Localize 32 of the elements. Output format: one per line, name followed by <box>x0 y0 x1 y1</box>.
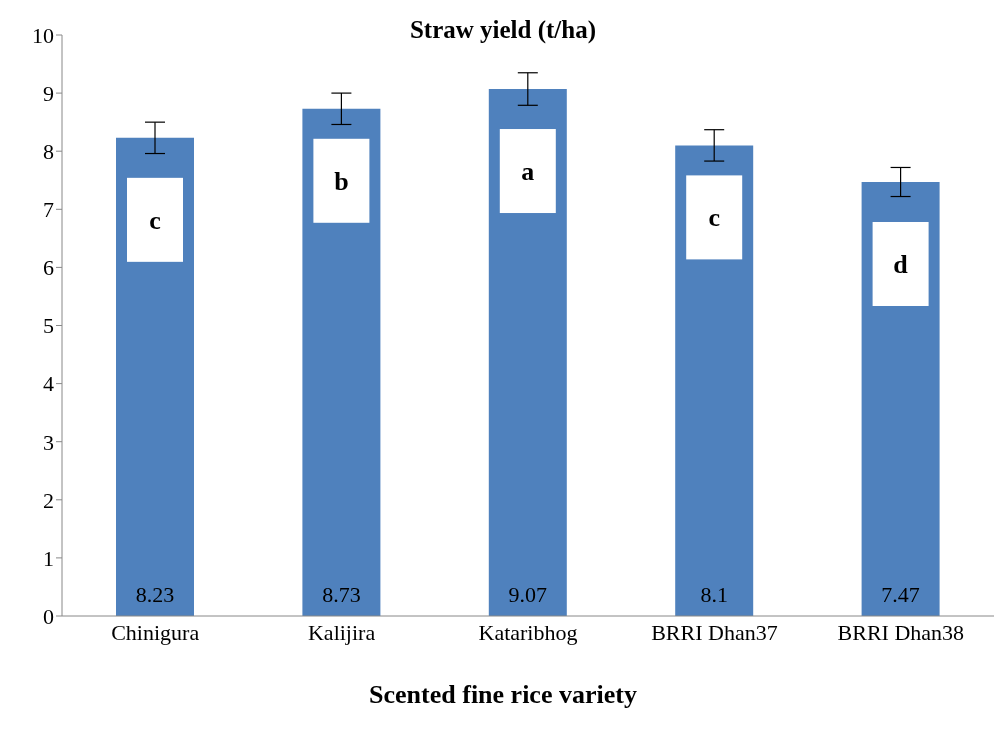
y-tick-label: 3 <box>43 429 54 455</box>
annotation: c <box>708 203 720 233</box>
x-tick-label: BRRI Dhan37 <box>651 619 778 645</box>
data-label: 7.47 <box>881 582 920 607</box>
bar <box>302 108 381 616</box>
bar <box>116 137 194 616</box>
data-label: 8.73 <box>322 582 361 607</box>
data-label: 9.07 <box>508 582 548 607</box>
x-tick-label: BRRI Dhan38 <box>837 619 965 645</box>
y-tick-label: 10 <box>32 22 54 48</box>
y-tick-label: 0 <box>43 603 54 629</box>
y-tick-label: 6 <box>43 255 54 281</box>
y-tick-label: 2 <box>43 487 54 513</box>
x-tick-label: Chinigura <box>111 619 200 645</box>
data-label: 8.23 <box>135 582 175 607</box>
y-tick-label: 5 <box>43 313 54 339</box>
annotation: d <box>893 249 909 279</box>
x-axis-title: Scented fine rice variety <box>368 680 638 710</box>
bar <box>675 145 754 616</box>
x-tick-label: Kalijira <box>308 619 376 645</box>
y-tick-label: 8 <box>43 139 54 165</box>
y-tick-label: 7 <box>43 197 54 223</box>
y-tick-label: 4 <box>43 371 54 397</box>
bar <box>488 89 567 616</box>
x-tick-label: Kataribhog <box>478 619 578 645</box>
annotation: a <box>521 157 535 187</box>
y-tick-label: 1 <box>43 545 54 571</box>
data-label: 8.1 <box>700 582 728 607</box>
y-tick-label: 9 <box>43 80 54 106</box>
annotation: b <box>334 166 349 196</box>
chart-title: Straw yield (t/ha) <box>409 16 597 43</box>
annotation: c <box>149 205 161 235</box>
